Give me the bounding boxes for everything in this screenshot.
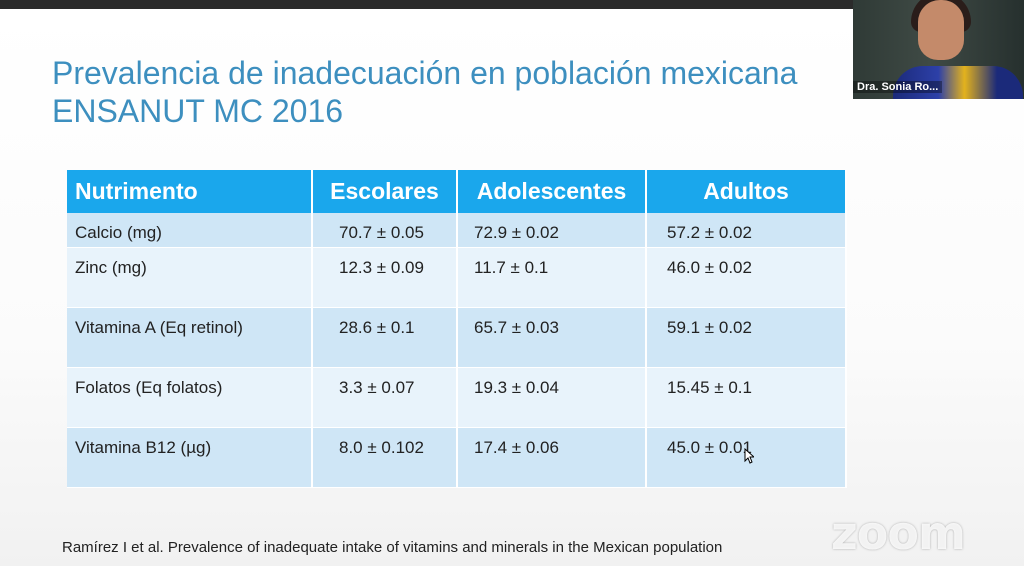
cell-nutrient: Zinc (mg) (67, 247, 313, 308)
cell-adultos: 15.45 ± 0.1 (646, 367, 847, 428)
header-adultos: Adultos (646, 170, 847, 213)
participant-face (918, 0, 964, 60)
cell-adolescentes: 65.7 ± 0.03 (457, 307, 647, 368)
table-header-row: Nutrimento Escolares Adolescentes Adulto… (67, 170, 847, 213)
cell-escolares: 12.3 ± 0.09 (312, 247, 458, 308)
slide-title: Prevalencia de inadecuación en población… (52, 54, 872, 130)
cell-adolescentes: 11.7 ± 0.1 (457, 247, 647, 308)
slide-title-line2: ENSANUT MC 2016 (52, 93, 344, 129)
slide-title-line1: Prevalencia de inadecuación en población… (52, 55, 798, 91)
cell-nutrient: Vitamina A (Eq retinol) (67, 307, 313, 368)
window-top-bar (0, 0, 1024, 9)
cell-escolares: 70.7 ± 0.05 (312, 213, 458, 248)
cell-adolescentes: 17.4 ± 0.06 (457, 427, 647, 488)
header-escolares: Escolares (312, 170, 458, 213)
cell-adolescentes: 19.3 ± 0.04 (457, 367, 647, 428)
cell-nutrient: Folatos (Eq folatos) (67, 367, 313, 428)
participant-name-label: Dra. Sonia Ro... (853, 81, 943, 93)
header-adolescentes: Adolescentes (457, 170, 647, 213)
header-nutrimento: Nutrimento (67, 170, 313, 213)
table-row: Vitamina B12 (µg) 8.0 ± 0.102 17.4 ± 0.0… (67, 427, 847, 488)
table-row: Calcio (mg) 70.7 ± 0.05 72.9 ± 0.02 57.2… (67, 213, 847, 248)
mouse-cursor-icon (744, 448, 754, 464)
citation-footer: Ramírez I et al. Prevalence of inadequat… (62, 539, 723, 556)
nutrient-table: Nutrimento Escolares Adolescentes Adulto… (67, 170, 847, 488)
table-row: Vitamina A (Eq retinol) 28.6 ± 0.1 65.7 … (67, 307, 847, 368)
cell-nutrient: Calcio (mg) (67, 213, 313, 248)
table-row: Folatos (Eq folatos) 3.3 ± 0.07 19.3 ± 0… (67, 367, 847, 428)
cell-adultos: 46.0 ± 0.02 (646, 247, 847, 308)
cell-escolares: 3.3 ± 0.07 (312, 367, 458, 428)
zoom-watermark-logo: zoom (831, 506, 966, 560)
cell-adultos: 57.2 ± 0.02 (646, 213, 847, 248)
cell-escolares: 28.6 ± 0.1 (312, 307, 458, 368)
participant-shirt (893, 66, 1023, 99)
cell-adolescentes: 72.9 ± 0.02 (457, 213, 647, 248)
cell-nutrient: Vitamina B12 (µg) (67, 427, 313, 488)
table-row: Zinc (mg) 12.3 ± 0.09 11.7 ± 0.1 46.0 ± … (67, 247, 847, 308)
cell-escolares: 8.0 ± 0.102 (312, 427, 458, 488)
participant-video-thumbnail[interactable]: Dra. Sonia Ro... (853, 0, 1024, 99)
cell-adultos: 59.1 ± 0.02 (646, 307, 847, 368)
